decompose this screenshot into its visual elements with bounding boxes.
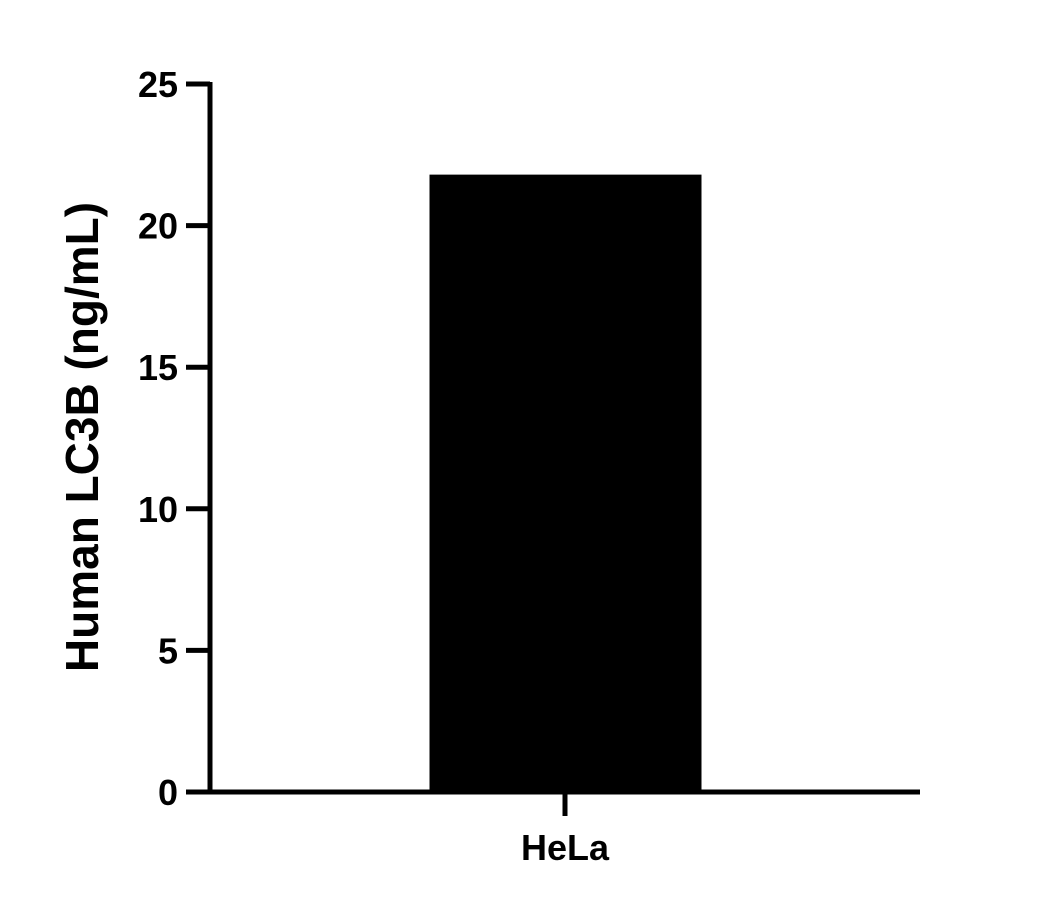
y-tick-label: 25 <box>138 64 178 105</box>
y-tick-label: 5 <box>158 630 178 671</box>
y-axis-label: Human LC3B (ng/mL) <box>56 202 108 672</box>
y-tick-label: 15 <box>138 347 178 388</box>
bar-hela <box>429 174 702 792</box>
y-tick-label: 20 <box>138 206 178 247</box>
x-tick-label: HeLa <box>521 827 610 868</box>
y-tick-label: 0 <box>158 772 178 813</box>
y-tick-label: 10 <box>138 489 178 530</box>
